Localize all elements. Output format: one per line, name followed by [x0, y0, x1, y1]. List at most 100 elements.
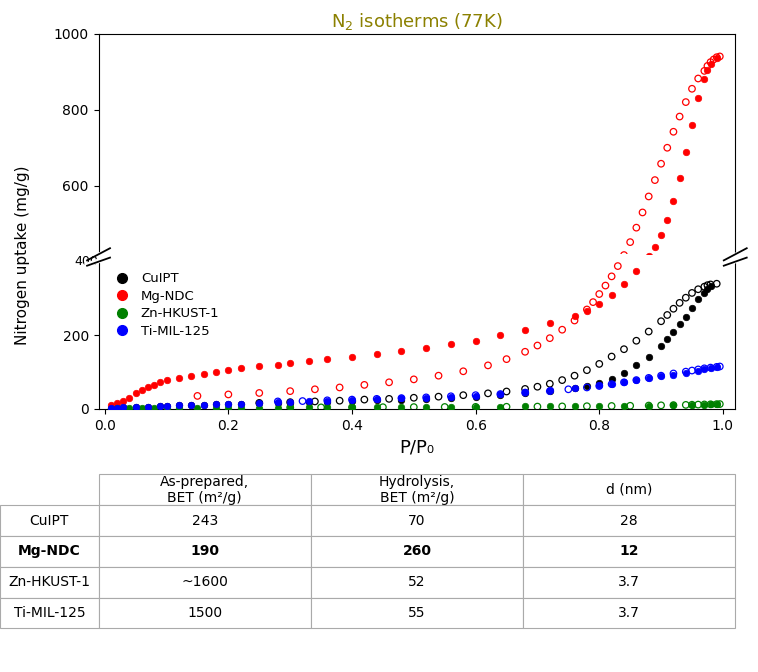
Point — [701, 67, 713, 77]
Point — [543, 383, 556, 394]
Point — [581, 306, 593, 317]
Point — [519, 392, 531, 403]
Point — [643, 191, 655, 202]
Point — [631, 379, 643, 390]
Point — [408, 378, 420, 389]
Point — [594, 300, 606, 311]
Point — [686, 83, 698, 94]
Point — [222, 394, 234, 405]
Point — [556, 375, 568, 386]
Point — [618, 381, 630, 392]
Point — [704, 58, 716, 69]
Point — [284, 396, 296, 407]
Point — [667, 126, 679, 137]
Point — [253, 403, 265, 413]
Point — [714, 51, 726, 62]
Point — [494, 388, 506, 399]
Point — [222, 404, 234, 415]
Point — [643, 405, 655, 416]
Point — [531, 401, 543, 412]
Point — [519, 384, 531, 394]
Point — [445, 401, 457, 412]
Point — [704, 280, 716, 291]
Point — [346, 399, 358, 410]
Point — [692, 284, 704, 294]
Point — [667, 400, 679, 411]
Point — [606, 355, 618, 366]
Point — [581, 304, 593, 315]
Point — [445, 397, 457, 408]
Point — [631, 222, 643, 233]
Point — [667, 368, 679, 379]
Point — [359, 394, 371, 405]
Point — [643, 405, 655, 416]
Point — [674, 173, 686, 183]
Point — [136, 409, 148, 419]
Point — [704, 366, 716, 377]
Point — [408, 407, 420, 418]
Point — [482, 360, 494, 371]
Point — [284, 401, 296, 412]
Point — [500, 407, 512, 417]
Point — [655, 371, 667, 382]
Point — [686, 120, 698, 130]
Point — [155, 381, 167, 392]
Point — [606, 379, 618, 390]
Point — [346, 396, 358, 407]
Point — [587, 298, 599, 309]
Point — [235, 398, 247, 409]
Point — [655, 370, 667, 381]
Point — [377, 402, 389, 413]
Point — [235, 367, 247, 378]
Point — [568, 383, 581, 394]
Point — [519, 401, 531, 412]
Point — [210, 403, 222, 413]
Point — [655, 230, 667, 241]
Point — [117, 407, 130, 418]
Point — [420, 397, 432, 408]
Point — [543, 390, 556, 401]
Point — [631, 338, 643, 349]
Point — [371, 402, 383, 413]
Point — [543, 390, 556, 401]
Point — [222, 408, 234, 419]
Point — [581, 369, 593, 380]
Point — [692, 79, 704, 90]
Point — [494, 407, 506, 417]
Point — [698, 405, 710, 415]
Point — [581, 306, 593, 317]
Point — [655, 161, 667, 172]
Point — [334, 401, 346, 411]
Point — [680, 97, 692, 108]
Point — [661, 312, 673, 323]
Point — [371, 398, 383, 409]
Point — [701, 71, 713, 81]
Point — [704, 279, 716, 290]
Point — [469, 407, 481, 417]
Point — [173, 403, 185, 413]
Point — [321, 395, 334, 406]
Point — [469, 395, 481, 406]
Point — [222, 369, 234, 380]
Point — [111, 398, 123, 409]
Point — [130, 407, 142, 417]
Point — [302, 396, 315, 407]
Point — [643, 377, 655, 388]
Point — [618, 250, 630, 261]
Point — [714, 398, 726, 409]
Point — [698, 65, 710, 76]
Point — [568, 388, 581, 398]
Point — [543, 401, 556, 412]
Point — [161, 408, 173, 419]
Point — [185, 400, 197, 411]
Point — [284, 402, 296, 413]
Point — [686, 400, 698, 411]
Point — [396, 407, 408, 417]
Point — [655, 375, 667, 386]
Point — [253, 403, 265, 414]
Point — [543, 386, 556, 396]
Point — [711, 362, 723, 372]
Point — [136, 389, 148, 400]
Point — [674, 299, 686, 310]
Point — [649, 175, 661, 185]
